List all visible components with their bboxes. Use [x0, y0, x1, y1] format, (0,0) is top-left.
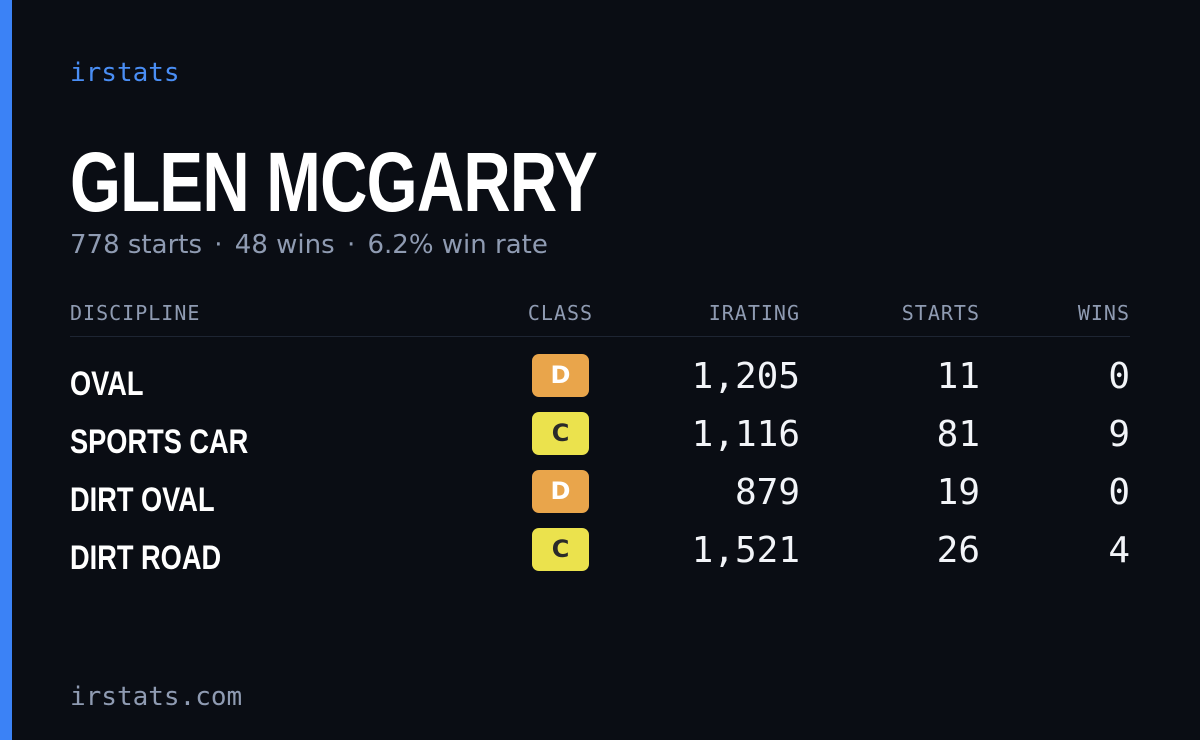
table-row: DIRT OVAL D 879 19 0 — [70, 470, 1130, 528]
starts-value: 26 — [936, 530, 980, 571]
wins-value: 9 — [1108, 414, 1130, 455]
discipline-name: OVAL — [70, 365, 144, 403]
starts-summary: 778 starts — [70, 230, 202, 260]
table-row: DIRT ROAD C 1,521 26 4 — [70, 528, 1130, 586]
wins-value: 4 — [1108, 530, 1130, 571]
table-row: OVAL D 1,205 11 0 — [70, 354, 1130, 412]
header-starts: STARTS — [901, 301, 980, 325]
header-irating: IRATING — [708, 301, 800, 325]
table-row: SPORTS CAR C 1,116 81 9 — [70, 412, 1130, 470]
brand-logo-text: irstats — [70, 58, 180, 88]
accent-bar — [0, 0, 12, 740]
irating-value: 1,521 — [691, 530, 800, 571]
class-badge: D — [532, 354, 589, 397]
wins-value: 0 — [1108, 472, 1130, 513]
discipline-name: DIRT ROAD — [70, 539, 222, 577]
class-badge: C — [532, 528, 589, 571]
player-summary: 778 starts · 48 wins · 6.2% win rate — [70, 228, 548, 262]
discipline-name: SPORTS CAR — [70, 423, 249, 461]
class-badge: D — [532, 470, 589, 513]
wins-value: 0 — [1108, 356, 1130, 397]
header-wins: WINS — [1077, 301, 1130, 325]
irating-value: 879 — [734, 472, 800, 513]
irating-value: 1,116 — [691, 414, 800, 455]
header-discipline: DISCIPLINE — [70, 301, 201, 325]
footer-url[interactable]: irstats.com — [70, 682, 243, 712]
summary-separator: · — [214, 230, 223, 260]
class-badge: C — [532, 412, 589, 455]
discipline-name: DIRT OVAL — [70, 481, 215, 519]
header-divider — [70, 336, 1130, 337]
win-rate-summary: 6.2% win rate — [367, 230, 548, 260]
summary-separator: · — [346, 230, 356, 260]
irating-value: 1,205 — [691, 356, 800, 397]
player-name: GLEN MCGARRY — [70, 135, 598, 229]
starts-value: 81 — [936, 414, 980, 455]
wins-summary: 48 wins — [234, 230, 335, 260]
starts-value: 19 — [936, 472, 980, 513]
starts-value: 11 — [936, 356, 980, 397]
header-class: CLASS — [527, 301, 594, 325]
